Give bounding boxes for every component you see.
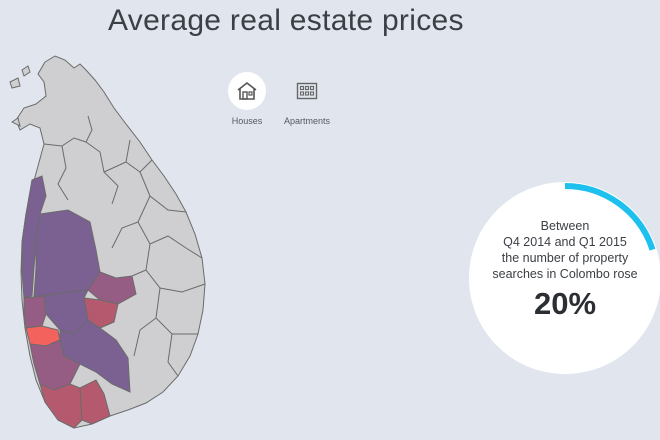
stat-line-1: Between (540, 219, 590, 233)
stat-card: Between Q4 2014 and Q1 2015 the number o… (469, 182, 660, 374)
page-title: Average real estate prices (108, 4, 464, 37)
houses-label: Houses (231, 116, 263, 126)
district-gampaha (23, 295, 47, 329)
stat-description: Between Q4 2014 and Q1 2015 the number o… (489, 218, 641, 282)
house-icon (237, 81, 257, 100)
houses-toggle[interactable]: Houses (226, 72, 268, 126)
stat-value: 20% (533, 286, 597, 321)
district-puttalam (21, 175, 47, 299)
district-matara (79, 379, 111, 425)
apartments-toggle[interactable]: Apartments (280, 72, 334, 126)
district-borders (43, 115, 206, 377)
progress-arc (470, 183, 660, 373)
progress-ring (470, 183, 660, 373)
house-icon-wrap[interactable] (228, 72, 266, 110)
north-island-1 (9, 77, 21, 89)
north-island-3 (11, 117, 21, 127)
north-island-2 (21, 65, 31, 77)
sri-lanka-map (9, 55, 206, 429)
district-kurunegala (33, 209, 101, 297)
district-galle (39, 383, 83, 429)
stat-line-3: the number of property (501, 251, 629, 265)
district-kalutara (29, 339, 81, 391)
stat-line-4: searches in Colombo rose (492, 267, 638, 281)
apartment-icon-wrap[interactable] (288, 72, 326, 110)
apartments-label: Apartments (283, 116, 331, 126)
stat-line-2: Q4 2014 and Q1 2015 (503, 235, 627, 249)
district-matale (87, 271, 137, 305)
apartment-building-icon (296, 82, 318, 100)
